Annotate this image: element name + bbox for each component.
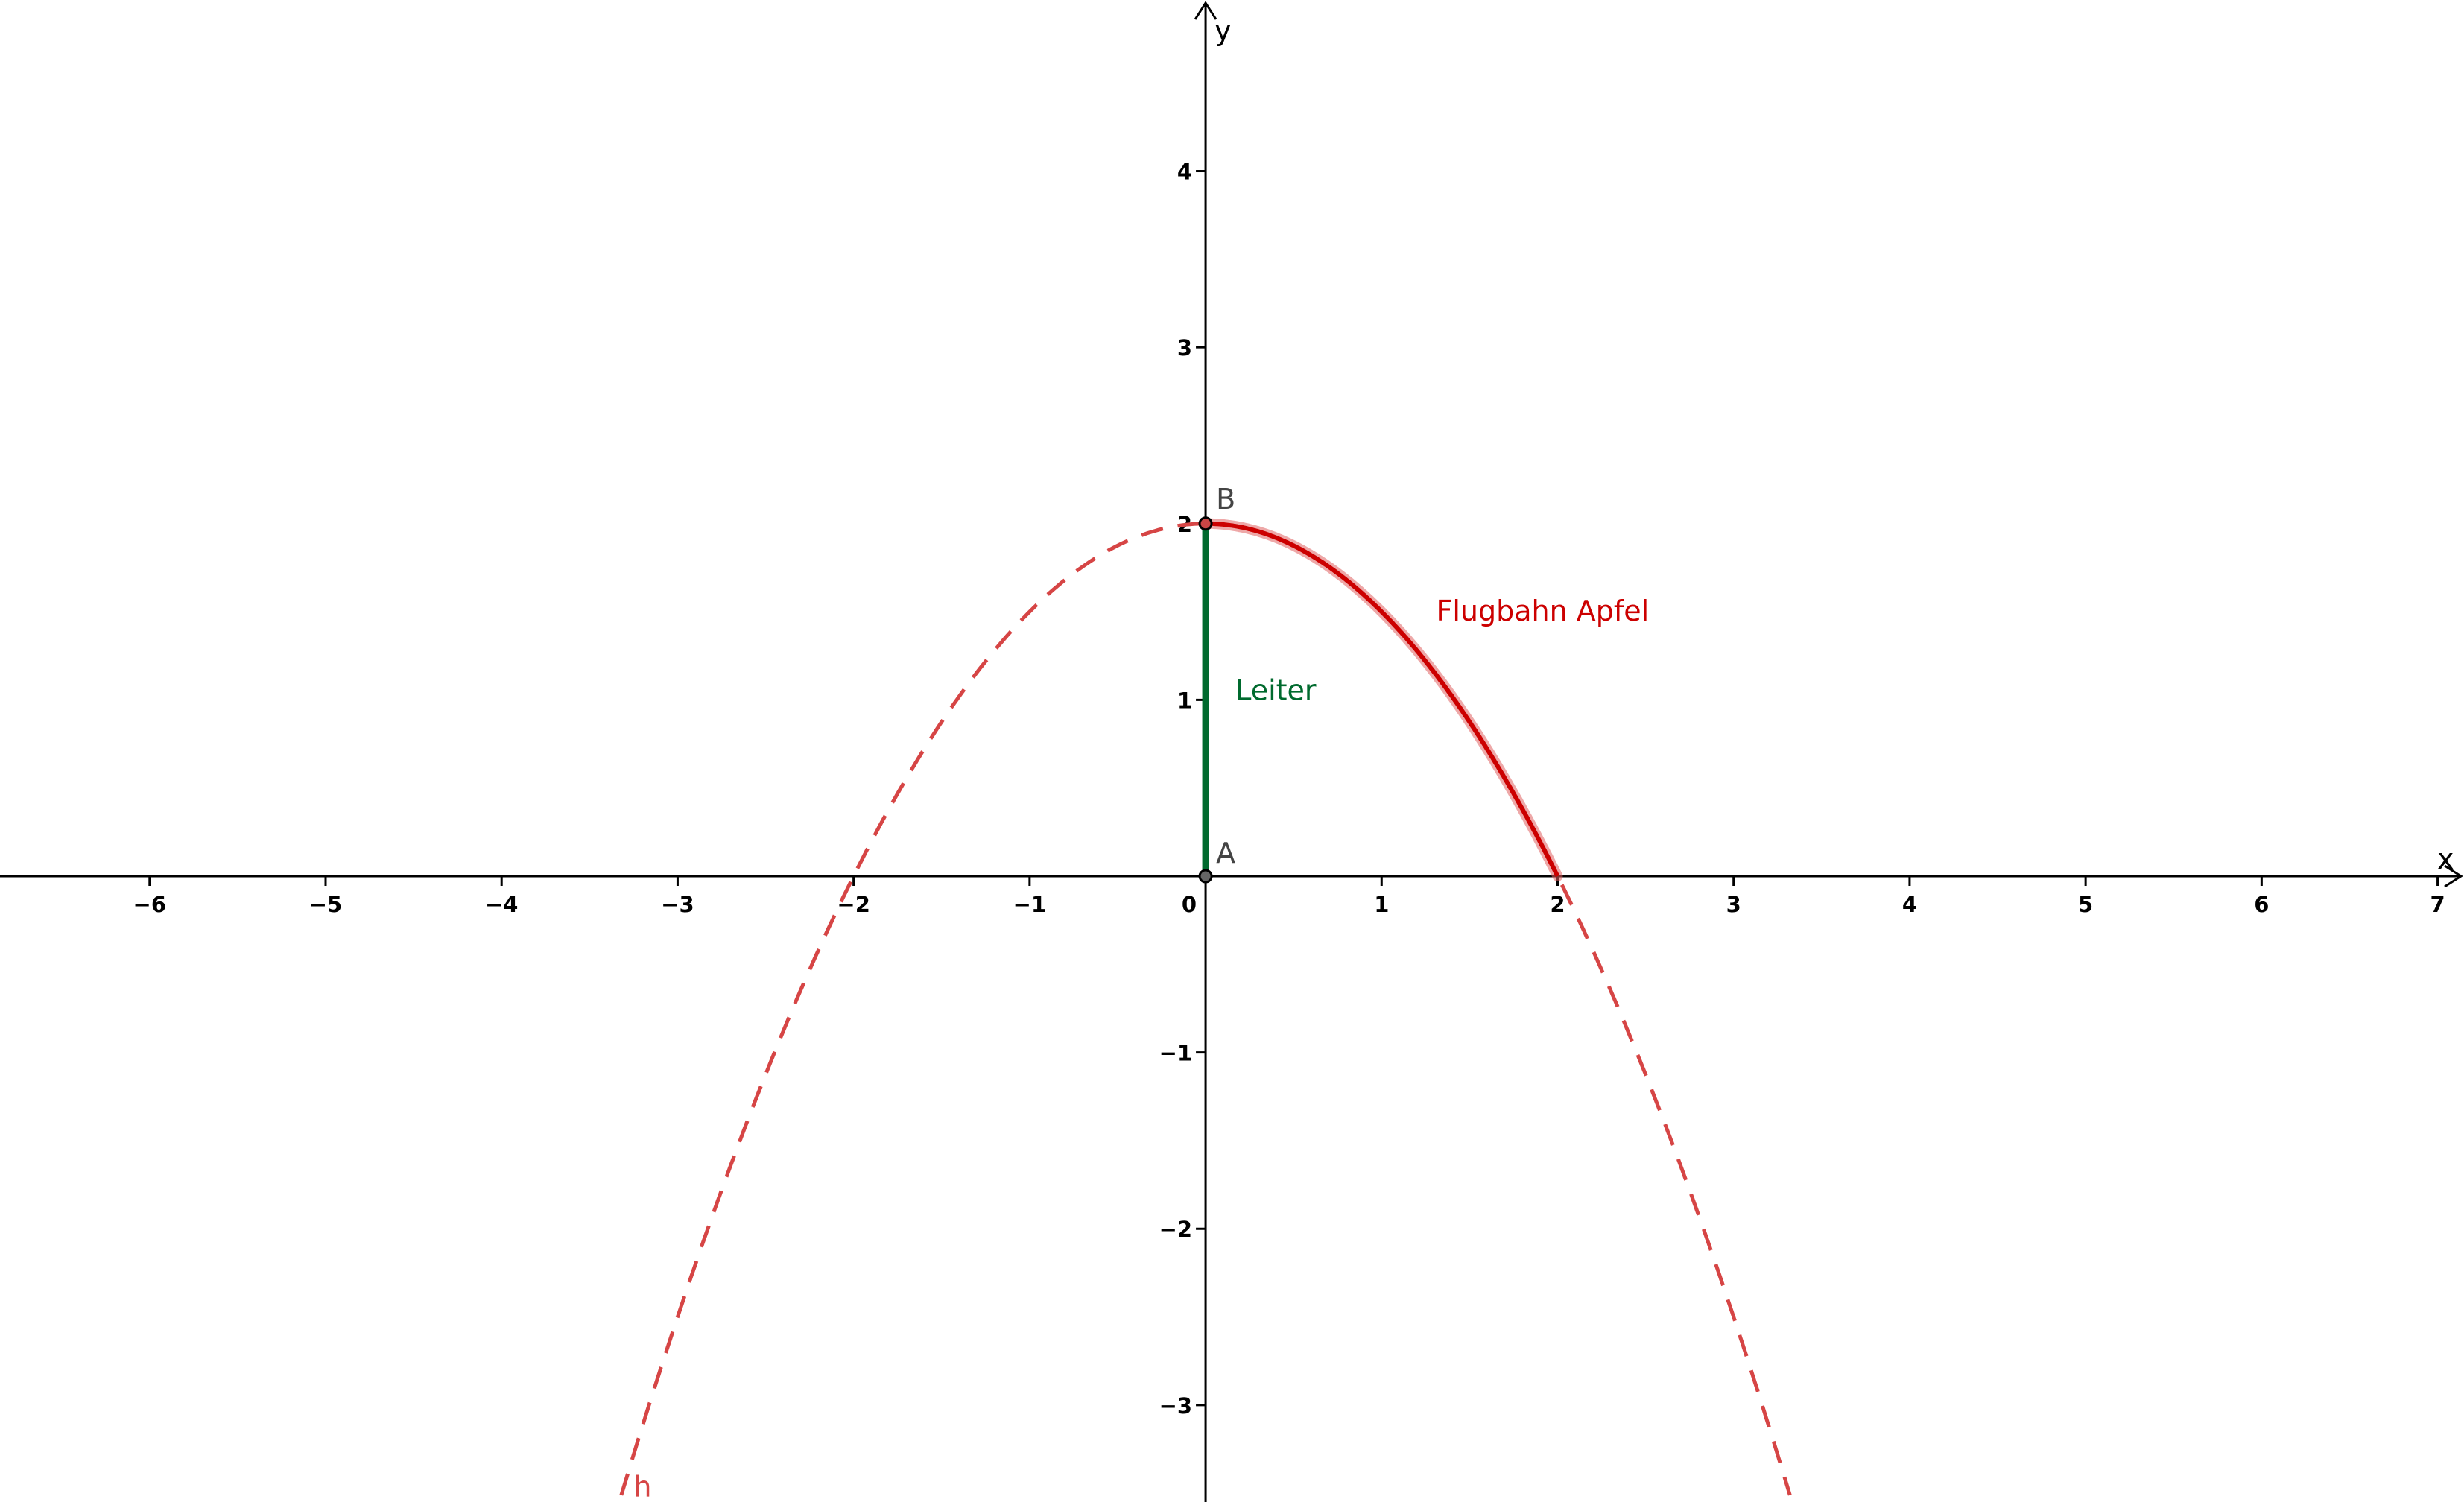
x-tick-label: 2 (1550, 892, 1565, 917)
x-ticks: −6 −5 −4 −3 −2 −1 0 1 2 3 4 5 6 7 (133, 876, 2445, 917)
y-tick-label: −1 (1159, 1041, 1192, 1066)
point-a-label: A (1216, 837, 1235, 869)
x-tick-label: −3 (661, 892, 694, 917)
flugbahn-apfel-label: Flugbahn Apfel (1437, 595, 1650, 627)
y-tick-label: 3 (1177, 335, 1192, 361)
y-axis-arrow-icon (1194, 1, 1217, 20)
y-tick-label: −3 (1159, 1393, 1192, 1419)
leiter-label: Leiter (1235, 674, 1317, 706)
x-tick-label: 7 (2430, 892, 2445, 917)
x-tick-label: −5 (309, 892, 342, 917)
x-axis-arrow-icon (2444, 864, 2463, 888)
point-a[interactable] (1198, 869, 1213, 884)
curve-h-label: h (633, 1470, 651, 1502)
x-tick-label: 6 (2254, 892, 2269, 917)
x-tick-label: 3 (1726, 892, 1741, 917)
x-tick-label: 5 (2078, 892, 2093, 917)
curves (619, 516, 1792, 1496)
x-tick-label: −4 (485, 892, 518, 917)
x-tick-label: 1 (1374, 892, 1389, 917)
x-tick-label: −6 (133, 892, 166, 917)
y-tick-label: 1 (1177, 688, 1192, 713)
x-tick-label: −1 (1013, 892, 1046, 917)
series-flugbahn-apfel[interactable] (1206, 521, 1560, 878)
y-tick-label: −2 (1159, 1217, 1192, 1242)
object-labels: A B h Flugbahn Apfel Leiter (633, 483, 1649, 1502)
y-tick-label: 4 (1177, 159, 1192, 185)
point-b[interactable] (1198, 516, 1213, 531)
x-tick-label: 0 (1182, 892, 1197, 917)
y-axis-label: y (1214, 14, 1232, 47)
x-axis-label: x (2437, 843, 2454, 875)
series-curve-h[interactable] (619, 522, 1792, 1496)
point-b-label: B (1216, 483, 1235, 516)
x-tick-label: 4 (1902, 892, 1917, 917)
